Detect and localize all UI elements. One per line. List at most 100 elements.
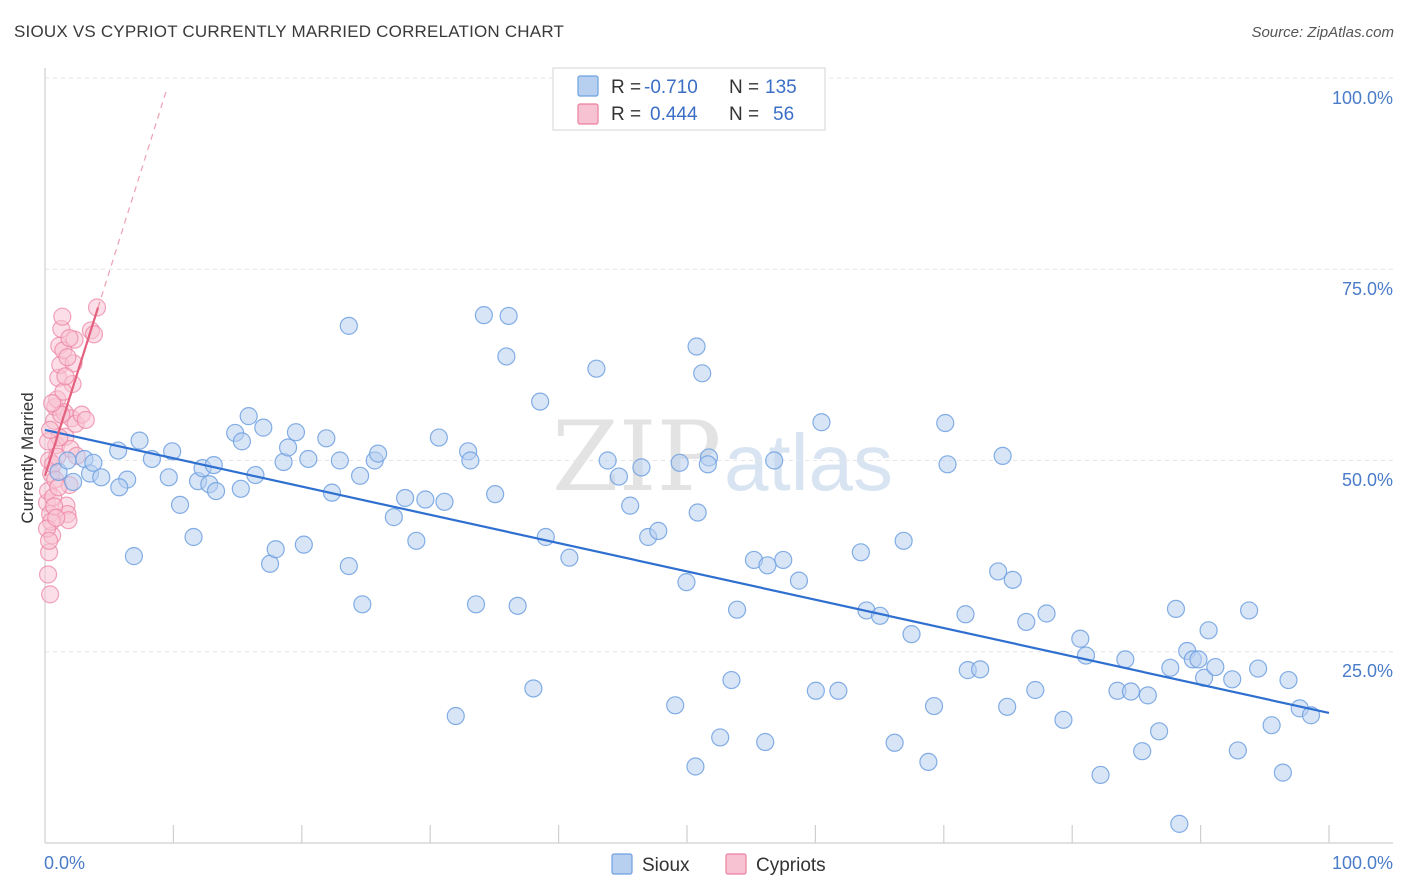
sioux-point [64,472,83,492]
sioux-point [666,696,685,715]
sioux-point [851,543,870,562]
sioux-point [254,418,273,437]
sioux-point [184,527,203,547]
legend-r-label-cypriots: R = [611,104,641,125]
x-tick-label-max: 100.0% [1332,853,1393,873]
sioux-point [350,466,370,485]
sioux-point [693,364,712,383]
sioux-point [58,451,77,470]
sioux-point [727,600,747,619]
sioux-point [1273,763,1292,782]
chart-title: SIOUX VS CYPRIOT CURRENTLY MARRIED CORRE… [14,22,565,41]
sioux-point [894,531,913,550]
sioux-point [92,468,111,487]
sioux-point [239,407,258,426]
sioux-point [159,468,178,487]
sioux-point [1189,650,1208,669]
sioux-point [124,547,144,566]
cypriots-point [43,394,62,413]
sioux-point [711,728,730,747]
sioux-point [609,467,629,486]
sioux-point [531,392,550,411]
watermark-zip: ZIP [552,401,721,513]
sioux-point [1017,612,1036,632]
legend-n-label-sioux: N = [729,77,759,98]
sioux-point [416,490,435,509]
sioux-point [368,444,388,463]
sioux-point [1223,670,1242,689]
sioux-point [587,359,606,378]
cypriots-point [38,565,58,584]
sioux-point [163,442,182,461]
sioux-point [353,595,372,614]
bottom-legend-label-cypriots: Cypriots [756,855,826,876]
sioux-point [339,556,358,576]
sioux-point [396,488,415,508]
sioux-point [1240,601,1259,620]
sioux-point [435,492,454,511]
sioux-point [446,706,465,726]
sioux-point [110,478,129,497]
sioux-point [758,556,777,575]
sioux-point [722,670,741,690]
sioux-point [384,508,403,527]
sioux-point [266,540,285,559]
correlation-legend: R = -0.710 N = 135 R = 0.444 N = 56 [552,67,826,131]
sioux-point [486,485,505,504]
sioux-point [1138,686,1157,705]
sioux-point [497,347,516,366]
sioux-point [317,429,336,448]
y-tick-labels: 100.0% 75.0% 50.0% 25.0% [1332,88,1393,681]
bottom-legend-swatch-sioux [611,853,633,875]
sioux-point [299,449,318,469]
sioux-point [789,571,809,590]
sioux-point [829,681,848,700]
sioux-point [206,482,226,501]
sioux-point [330,451,349,470]
cypriots-point [53,307,72,326]
sioux-point [461,451,480,470]
sioux-point [524,679,543,698]
sioux-point [1037,604,1056,623]
cypriots-point [39,531,59,550]
sioux-point [649,521,668,540]
x-tick-label-min: 0.0% [44,853,85,873]
sioux-point [1026,680,1045,700]
sioux-point [278,438,298,457]
y-tick-label-75: 75.0% [1342,279,1393,299]
sioux-point [989,562,1008,581]
sioux-point [621,496,640,515]
sioux-point [560,548,579,567]
sioux-point [698,455,717,474]
sioux-point [687,337,706,356]
legend-r-value-cypriots: 0.444 [650,104,698,125]
sioux-point [407,531,426,550]
sioux-point [232,432,252,451]
sioux-point [885,733,904,752]
legend-r-value-sioux: -0.710 [644,77,698,98]
legend-n-value-sioux: 135 [765,77,797,98]
sioux-point [84,453,103,472]
legend-swatch-sioux [577,75,599,97]
sioux-point [1133,742,1152,761]
y-tick-label-25: 25.0% [1342,661,1393,681]
y-tick-label-50: 50.0% [1342,470,1393,490]
sioux-point [812,413,831,432]
watermark-atlas: atlas [724,418,893,507]
cypriots-trend-line [43,307,100,477]
legend-r-label-sioux: R = [611,77,641,98]
sioux-point [1149,722,1169,741]
sioux-point [677,573,696,592]
sioux-point [1121,682,1141,701]
bottom-legend-swatch-cypriots [725,853,747,875]
cypriots-point [76,410,95,430]
cypriots-points [37,298,107,604]
sioux-point [806,681,825,700]
sioux-point [1166,599,1186,619]
sioux-point [474,306,493,325]
legend-n-value-cypriots: 56 [773,104,794,125]
legend-n-label-cypriots: N = [729,104,759,125]
cypriots-point [56,367,75,386]
trend-lines [43,87,1330,715]
y-tick-label-100: 100.0% [1332,88,1393,108]
